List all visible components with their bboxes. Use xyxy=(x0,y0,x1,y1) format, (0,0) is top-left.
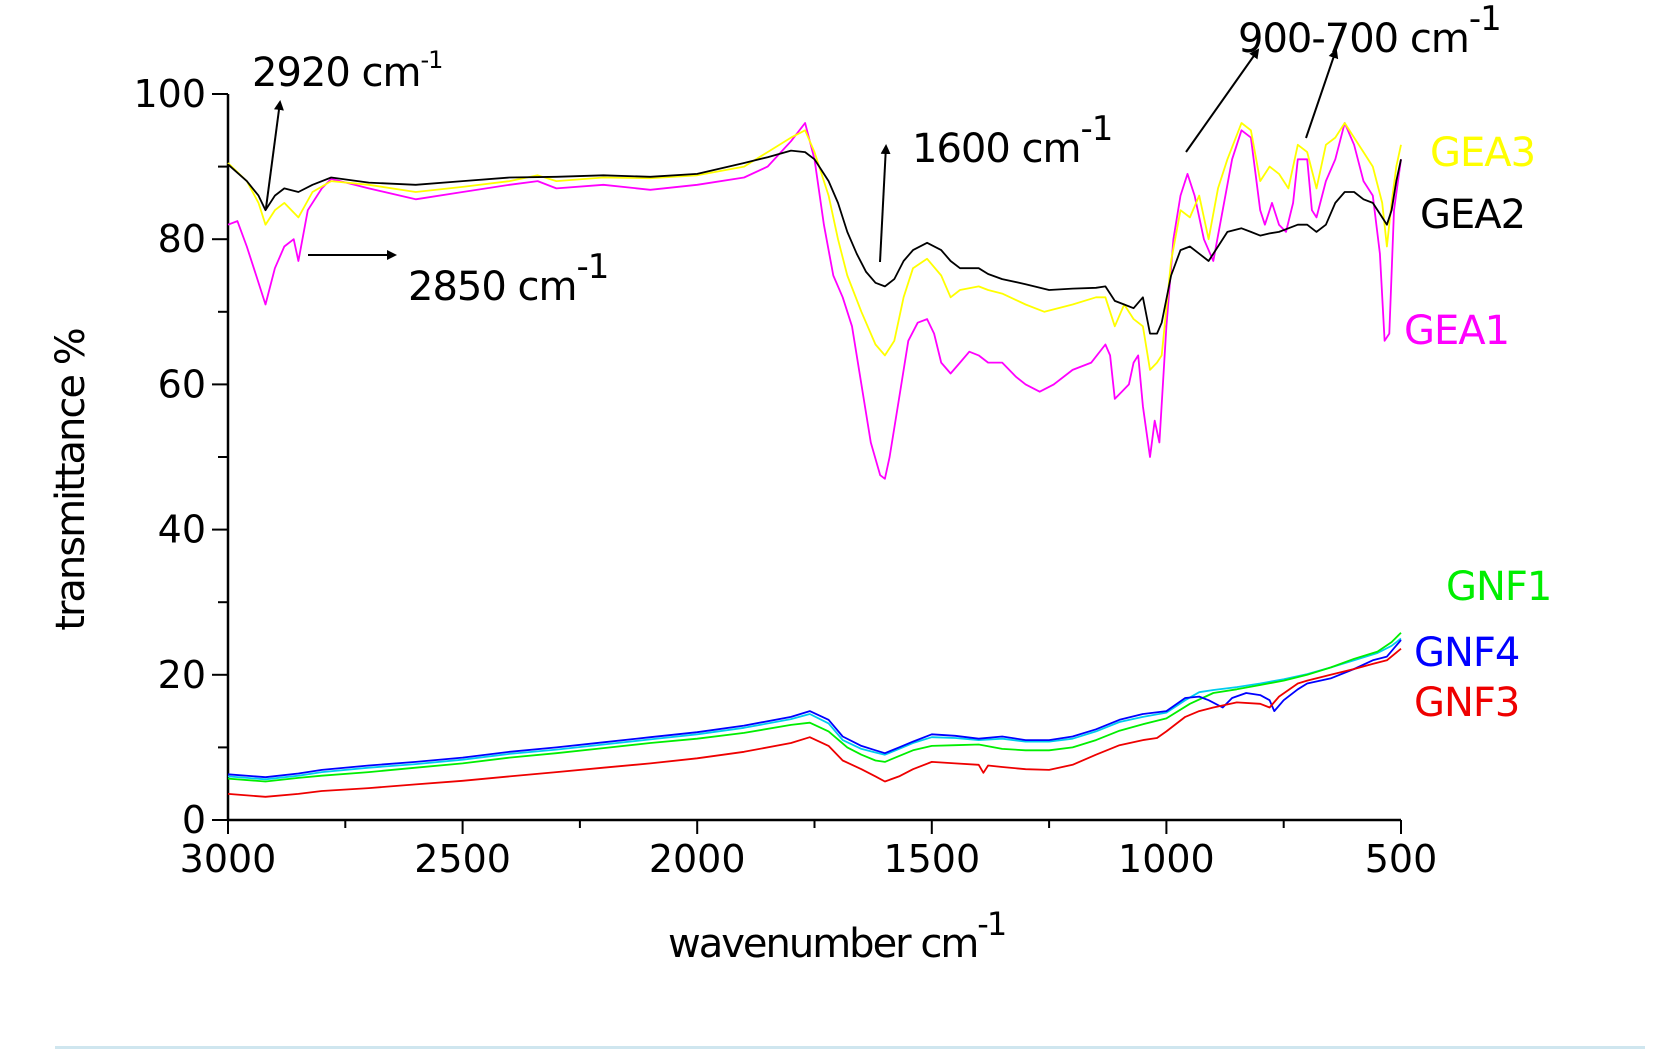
ticks: 0 20 40 60 80 100 3000 2500 2000 1500 1000 500 xyxy=(133,72,1437,881)
legend-gea1: GEA1 xyxy=(1404,308,1509,354)
x-tick-label: 1000 xyxy=(1118,837,1215,881)
arrow-700 xyxy=(1305,48,1339,139)
legend-gea3: GEA3 xyxy=(1430,130,1535,176)
series-line-unlabeled xyxy=(227,637,1402,781)
x-tick-label: 1500 xyxy=(883,837,980,881)
axes xyxy=(226,94,1401,822)
y-tick-label: 100 xyxy=(133,72,206,116)
series-line-gnf3 xyxy=(227,648,1402,798)
arrow-1600 xyxy=(879,144,891,263)
x-tick-label: 3000 xyxy=(180,837,277,881)
x-tick-label: 500 xyxy=(1365,837,1438,881)
series-line-gnf4 xyxy=(227,639,1402,779)
arrow-900 xyxy=(1185,48,1260,153)
annotation-arrows xyxy=(265,48,1339,263)
series-line-gnf1 xyxy=(227,632,1402,783)
legend-gnf1: GNF1 xyxy=(1446,564,1551,610)
legend-gnf4: GNF4 xyxy=(1414,630,1519,676)
annotation-900-700: 900-700 cm-1 xyxy=(1238,0,1501,62)
y-axis-title: transmittance % xyxy=(48,329,94,630)
annotation-2920: 2920 cm-1 xyxy=(252,46,442,96)
y-tick-label: 0 xyxy=(182,798,206,842)
series-line-gea1 xyxy=(227,122,1402,480)
legend-gea2: GEA2 xyxy=(1420,192,1525,238)
arrow-2920 xyxy=(265,100,284,209)
bottom-divider xyxy=(55,1046,1645,1049)
series-line-gea2 xyxy=(227,149,1402,335)
annotation-1600: 1600 cm-1 xyxy=(912,109,1112,172)
x-axis-title: wavenumber cm-1 xyxy=(668,905,1005,967)
legend-gnf3: GNF3 xyxy=(1414,680,1519,726)
annotation-2850: 2850 cm-1 xyxy=(408,247,608,310)
y-tick-label: 60 xyxy=(158,362,206,406)
y-tick-label: 40 xyxy=(158,508,206,552)
series-lines xyxy=(227,122,1402,798)
y-tick-label: 20 xyxy=(158,653,206,697)
x-tick-label: 2000 xyxy=(649,837,746,881)
x-tick-label: 2500 xyxy=(414,837,511,881)
y-tick-label: 80 xyxy=(158,217,206,261)
